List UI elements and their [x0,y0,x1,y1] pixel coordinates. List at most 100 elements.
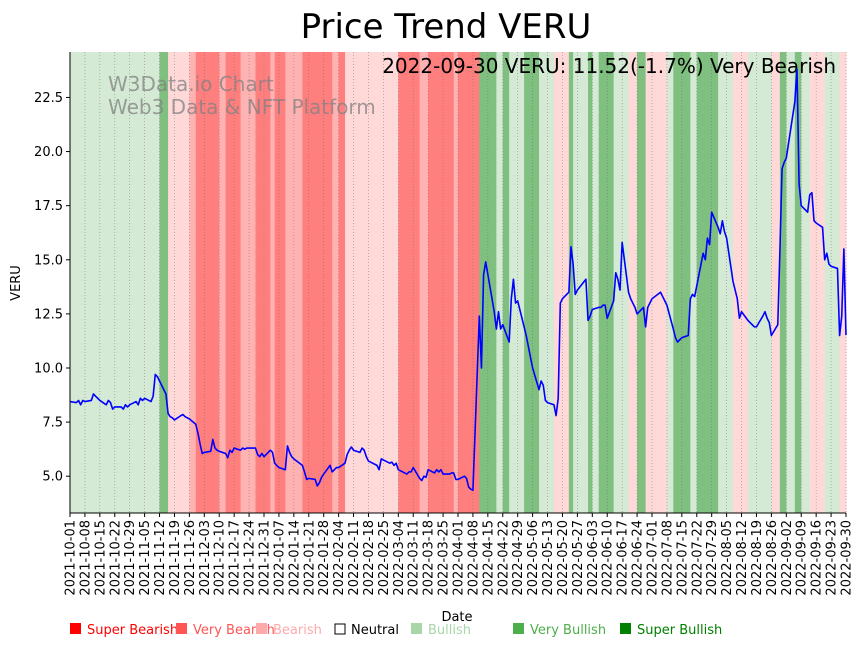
sentiment-band [573,52,589,513]
x-tick-label: 2022-08-12 [735,520,750,596]
x-tick-label: 2022-02-11 [347,520,362,596]
x-tick-label: 2021-11-05 [138,520,153,596]
x-tick-label: 2022-03-04 [392,520,407,596]
x-tick-label: 2022-06-10 [601,520,616,596]
price-line-veru [69,68,847,492]
sentiment-band [539,52,555,513]
sentiment-band [588,52,593,513]
x-tick-label: 2022-06-17 [616,520,631,596]
legend-swatch [334,623,346,635]
x-tick-label: 2022-04-01 [452,520,467,596]
sentiment-band [453,52,459,513]
legend-swatch [620,623,631,634]
y-tick-label: 22.5 [34,91,63,106]
x-tick-label: 2022-03-11 [407,520,422,596]
sentiment-band [398,52,421,513]
x-tick-label: 2021-12-31 [258,520,273,596]
price-line-layer [69,68,847,492]
sentiment-band [302,52,333,513]
sentiment-band [673,52,691,513]
sentiment-band [809,52,826,513]
sentiment-band [168,52,190,513]
x-tick-label: 2021-12-03 [198,520,213,596]
x-tick-label: 2022-09-23 [825,520,840,596]
sentiment-band [553,52,570,513]
sentiment-band [786,52,796,513]
y-tick-label: 5.0 [42,470,63,485]
sentiment-band [592,52,600,513]
x-tick-label: 2022-01-28 [317,520,332,596]
x-tick-label: 2022-09-30 [840,520,855,596]
x-tick-label: 2022-01-21 [302,520,317,596]
legend-label: Very Bearish [193,623,275,638]
x-axis-label: Date [441,610,472,625]
x-tick-label: 2022-05-13 [541,520,556,596]
sentiment-band [496,52,504,513]
x-tick-label: 2022-03-25 [437,520,452,596]
x-tick-label: 2022-04-22 [496,520,511,596]
x-tick-label: 2022-08-19 [750,520,765,596]
y-axis-label: VERU [9,265,24,301]
x-tick-label: 2022-09-16 [810,520,825,596]
x-tick-label: 2021-10-08 [78,520,93,596]
x-tick-label: 2022-05-27 [571,520,586,596]
legend-swatch [513,623,524,634]
legend-label: Bullish [428,623,471,638]
y-tick-label: 15.0 [34,253,63,268]
sentiment-band [270,52,276,513]
sentiment-band [274,52,286,513]
x-tick-label: 2021-11-12 [153,520,168,596]
sentiment-band [428,52,455,513]
x-tick-label: 2021-10-01 [64,520,79,596]
x-tick-label: 2022-06-03 [586,520,601,596]
legend-label: Neutral [351,623,399,638]
y-tick-label: 12.5 [34,307,63,322]
legend-label: Super Bearish [87,623,178,638]
y-tick-label: 17.5 [34,199,63,214]
y-tick-label: 7.5 [42,416,63,431]
sentiment-band [524,52,540,513]
sentiment-band [345,52,399,513]
legend-swatch [256,623,267,634]
x-tick-label: 2021-11-19 [168,520,183,596]
y-tick-label: 20.0 [34,145,63,160]
legend-label: Super Bullish [637,623,722,638]
x-tick-label: 2022-02-04 [332,520,347,596]
sentiment-band [200,52,220,513]
sentiment-band [338,52,346,513]
x-tick-label: 2022-01-14 [287,520,302,596]
sentiment-band [718,52,734,513]
sentiment-band [733,52,749,513]
sentiment-band [613,52,630,513]
sentiment-band [509,52,525,513]
x-tick-label: 2021-12-10 [213,520,228,596]
legend-swatch [411,623,422,634]
sentiment-band [502,52,510,513]
x-tick-label: 2022-04-15 [481,520,496,596]
x-tick-label: 2021-11-26 [183,520,198,596]
legend-label: Very Bullish [530,623,606,638]
y-ticks: 5.0 7.5 10.0 12.5 15.0 17.5 20.0 22.5 [34,91,70,485]
x-tick-label: 2022-07-22 [690,520,705,596]
sentiment-band [255,52,271,513]
x-tick-label: 2022-02-25 [377,520,392,596]
headline-status: 2022-09-30 VERU: 11.52(-1.7%) Very Beari… [382,54,836,78]
sentiment-band [801,52,811,513]
x-tick-label: 2022-07-29 [705,520,720,596]
watermark-line-2: Web3 Data & NFT Platform [108,95,376,119]
x-tick-label: 2022-08-05 [720,520,735,596]
sentiment-band [771,52,781,513]
sentiment-band [332,52,340,513]
x-tick-label: 2022-09-02 [780,520,795,596]
x-tick-label: 2022-01-07 [272,520,287,596]
x-tick-label: 2022-09-09 [795,520,810,596]
legend-swatch [176,623,187,634]
x-tick-label: 2022-08-26 [765,520,780,596]
sentiment-band [479,52,497,513]
x-tick-label: 2022-04-08 [466,520,481,596]
y-tick-label: 10.0 [34,361,63,376]
chart-title: Price Trend VERU [301,7,592,47]
legend-label: Bearish [273,623,322,638]
